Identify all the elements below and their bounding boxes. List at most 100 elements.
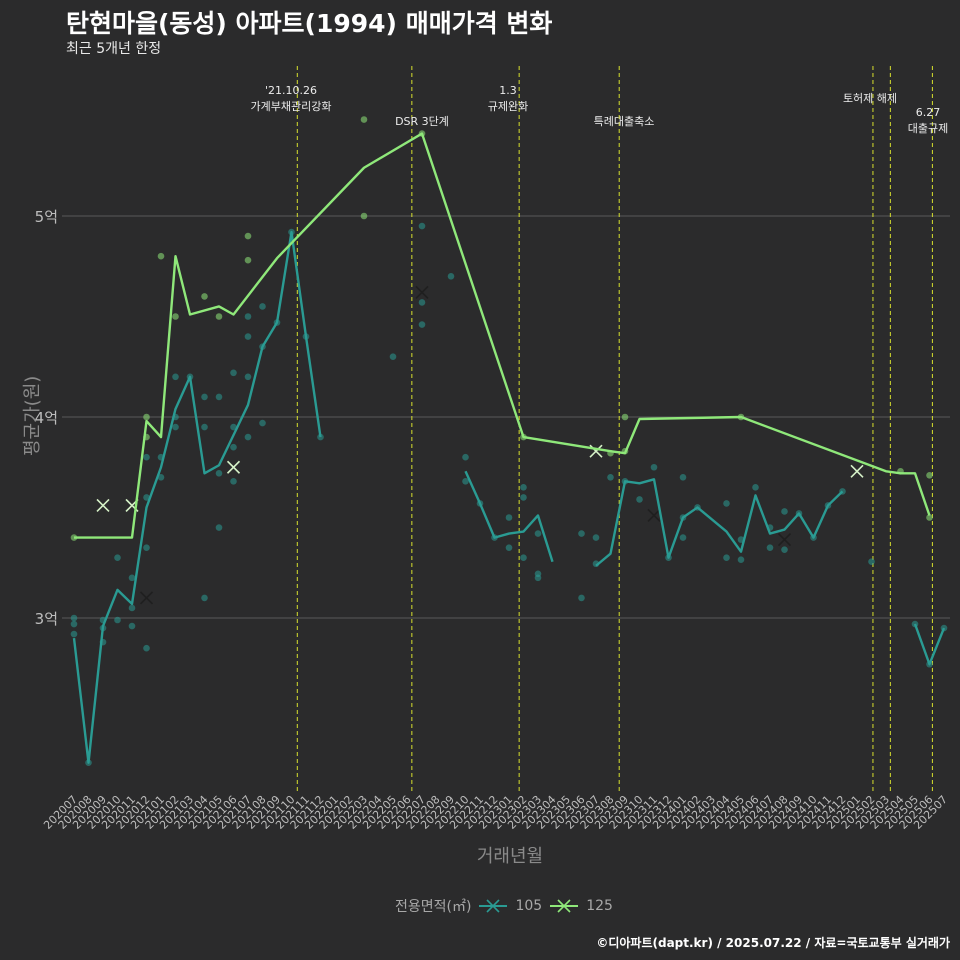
event-label: DSR 3단계: [395, 115, 449, 128]
scatter-point-105: [737, 556, 745, 564]
series-line-105: [595, 478, 844, 567]
event-label: 규제완화: [488, 100, 528, 113]
legend-label-105: 105: [515, 898, 543, 914]
source-caption: ©디아파트(dapt.kr) / 2025.07.22 / 자료=국토교통부 실…: [596, 936, 950, 950]
scatter-point-105: [505, 544, 513, 551]
scatter-point-105: [636, 496, 643, 503]
scatter-point-105: [723, 500, 730, 507]
scatter-point-105: [230, 478, 237, 485]
scatter-point-105: [418, 222, 426, 230]
scatter-point-125: [201, 293, 208, 300]
scatter-point-105: [578, 530, 585, 537]
scatter-point-105: [317, 433, 324, 441]
scatter-point-125: [926, 471, 933, 479]
scatter-point-105: [462, 453, 469, 461]
legend-key-125: [550, 899, 579, 913]
scatter-point-105: [592, 534, 600, 541]
cross-marker-125: [589, 444, 603, 458]
scatter-point-105: [157, 474, 165, 481]
scatter-point-105: [520, 494, 527, 501]
scatter-point-125: [621, 413, 629, 421]
scatter-point-105: [70, 630, 78, 638]
scatter-point-125: [143, 413, 150, 421]
scatter-point-105: [868, 558, 875, 566]
scatter-point-125: [926, 514, 933, 521]
scatter-point-105: [143, 544, 150, 551]
scatter-point-105: [418, 321, 426, 328]
scatter-point-105: [143, 494, 150, 501]
y-tick-label: 3억: [35, 610, 58, 628]
cross-marker-105: [647, 508, 661, 523]
scatter-point-125: [360, 212, 368, 220]
scatter-point-105: [418, 299, 426, 306]
scatter-point-105: [520, 554, 527, 561]
event-label: '21.10.26: [265, 84, 317, 97]
scatter-point-105: [650, 463, 658, 471]
scatter-point-105: [215, 393, 223, 401]
scatter-point-105: [70, 614, 78, 622]
scatter-point-105: [244, 373, 252, 381]
scatter-point-105: [143, 453, 150, 461]
chart-title: 탄현마을(동성) 아파트(1994) 매매가격 변화: [66, 9, 553, 38]
scatter-point-105: [520, 484, 527, 491]
scatter-point-105: [201, 423, 208, 431]
scatter-point-105: [389, 353, 397, 361]
event-label: 가계부채관리강화: [251, 100, 332, 113]
legend: 전용면적(㎡) 105 125: [395, 896, 613, 916]
chart-subtitle: 최근 5개년 한정: [66, 41, 162, 57]
scatter-point-105: [230, 443, 237, 451]
scatter-point-125: [157, 252, 165, 260]
cross-marker-125: [226, 460, 241, 474]
scatter-point-105: [244, 433, 252, 441]
scatter-point-105: [781, 546, 788, 553]
scatter-point-105: [143, 644, 150, 652]
legend-title: 전용면적(㎡): [395, 899, 472, 915]
scatter-point-105: [679, 534, 687, 541]
scatter-point-105: [172, 373, 179, 381]
cross-marker-125: [850, 464, 864, 478]
cross-marker-125: [96, 498, 110, 513]
scatter-point-105: [201, 393, 208, 401]
event-label: 토허제 해제: [843, 91, 897, 105]
scatter-point-105: [462, 478, 469, 485]
scatter-point-105: [505, 514, 513, 521]
scatter-point-105: [781, 508, 788, 515]
scatter-point-105: [128, 574, 136, 582]
scatter-point-105: [201, 594, 208, 602]
series-line-125: [74, 132, 931, 539]
series-line-105: [913, 623, 946, 666]
scatter-point-125: [244, 232, 252, 240]
scatter-point-105: [578, 594, 585, 602]
scatter-point-105: [128, 622, 136, 630]
event-label: 대출규제: [908, 122, 948, 135]
scatter-point-105: [259, 303, 266, 310]
scatter-point-105: [766, 544, 774, 551]
cross-marker-105: [415, 285, 429, 299]
scatter-point-105: [607, 474, 614, 481]
scatter-point-105: [215, 469, 223, 477]
scatter-point-105: [230, 369, 237, 377]
scatter-point-125: [244, 256, 252, 264]
scatter-point-105: [70, 620, 78, 628]
scatter-point-105: [128, 604, 136, 612]
scatter-point-105: [534, 530, 542, 537]
event-label: 1.3: [499, 84, 517, 97]
legend-label-125: 125: [586, 898, 613, 914]
scatter-point-105: [752, 484, 759, 491]
scatter-point-105: [259, 419, 266, 427]
scatter-point-105: [244, 313, 252, 320]
y-tick-label: 5억: [35, 208, 58, 226]
scatter-point-105: [230, 423, 237, 431]
scatter-point-105: [114, 616, 121, 624]
series-line-105: [72, 230, 322, 764]
scatter-point-105: [447, 273, 455, 280]
scatter-point-105: [723, 554, 730, 561]
y-tick-label: 4억: [35, 409, 58, 427]
scatter-point-105: [172, 423, 179, 431]
scatter-point-105: [244, 333, 252, 340]
scatter-point-125: [360, 116, 368, 123]
y-axis-label: 평균가(원): [22, 375, 43, 456]
series-line-105: [464, 470, 554, 563]
x-axis-label: 거래년월: [476, 846, 544, 867]
